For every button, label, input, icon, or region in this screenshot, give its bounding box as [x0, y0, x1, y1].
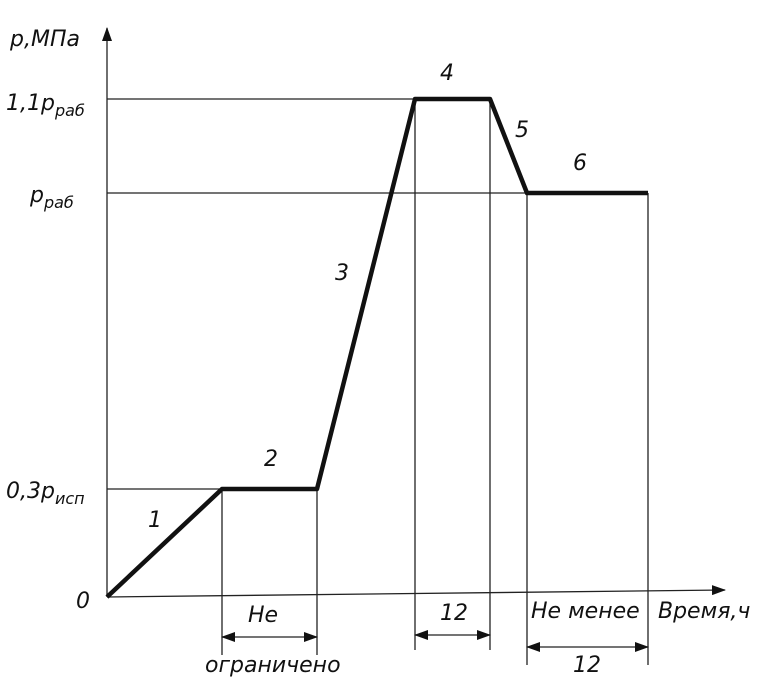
interval-label: 12	[440, 601, 468, 626]
pressure-curve	[105, 96, 648, 599]
segment-number: 2	[264, 447, 278, 472]
segment-number: 5	[515, 118, 529, 143]
interval-label: Не	[248, 603, 278, 628]
segment-number: 4	[440, 61, 454, 86]
label-sub: раб	[43, 193, 74, 212]
label-main: 0,3p	[6, 479, 55, 504]
y-level-label: 1,1pраб	[6, 91, 85, 120]
label-sub: исп	[55, 489, 85, 508]
segment-number: 1	[148, 508, 162, 533]
y-level-label: pраб	[29, 183, 74, 212]
x-axis-label: Время,ч	[658, 599, 750, 624]
segment-number: 6	[573, 151, 587, 176]
interval-sublabel: 12	[573, 653, 601, 678]
y-axis-label: p,МПа	[9, 27, 80, 52]
segment-number: 3	[335, 261, 349, 286]
x-axis	[106, 585, 726, 598]
label-sub: раб	[54, 101, 85, 120]
y-level-label: 0,3pисп	[6, 479, 85, 508]
label-main: 1,1p	[6, 91, 55, 116]
label-main: p	[29, 183, 44, 208]
y-level-label: 0	[76, 589, 90, 614]
interval-label: Не менее	[531, 599, 640, 624]
interval-sublabel: ограничено	[205, 653, 341, 678]
